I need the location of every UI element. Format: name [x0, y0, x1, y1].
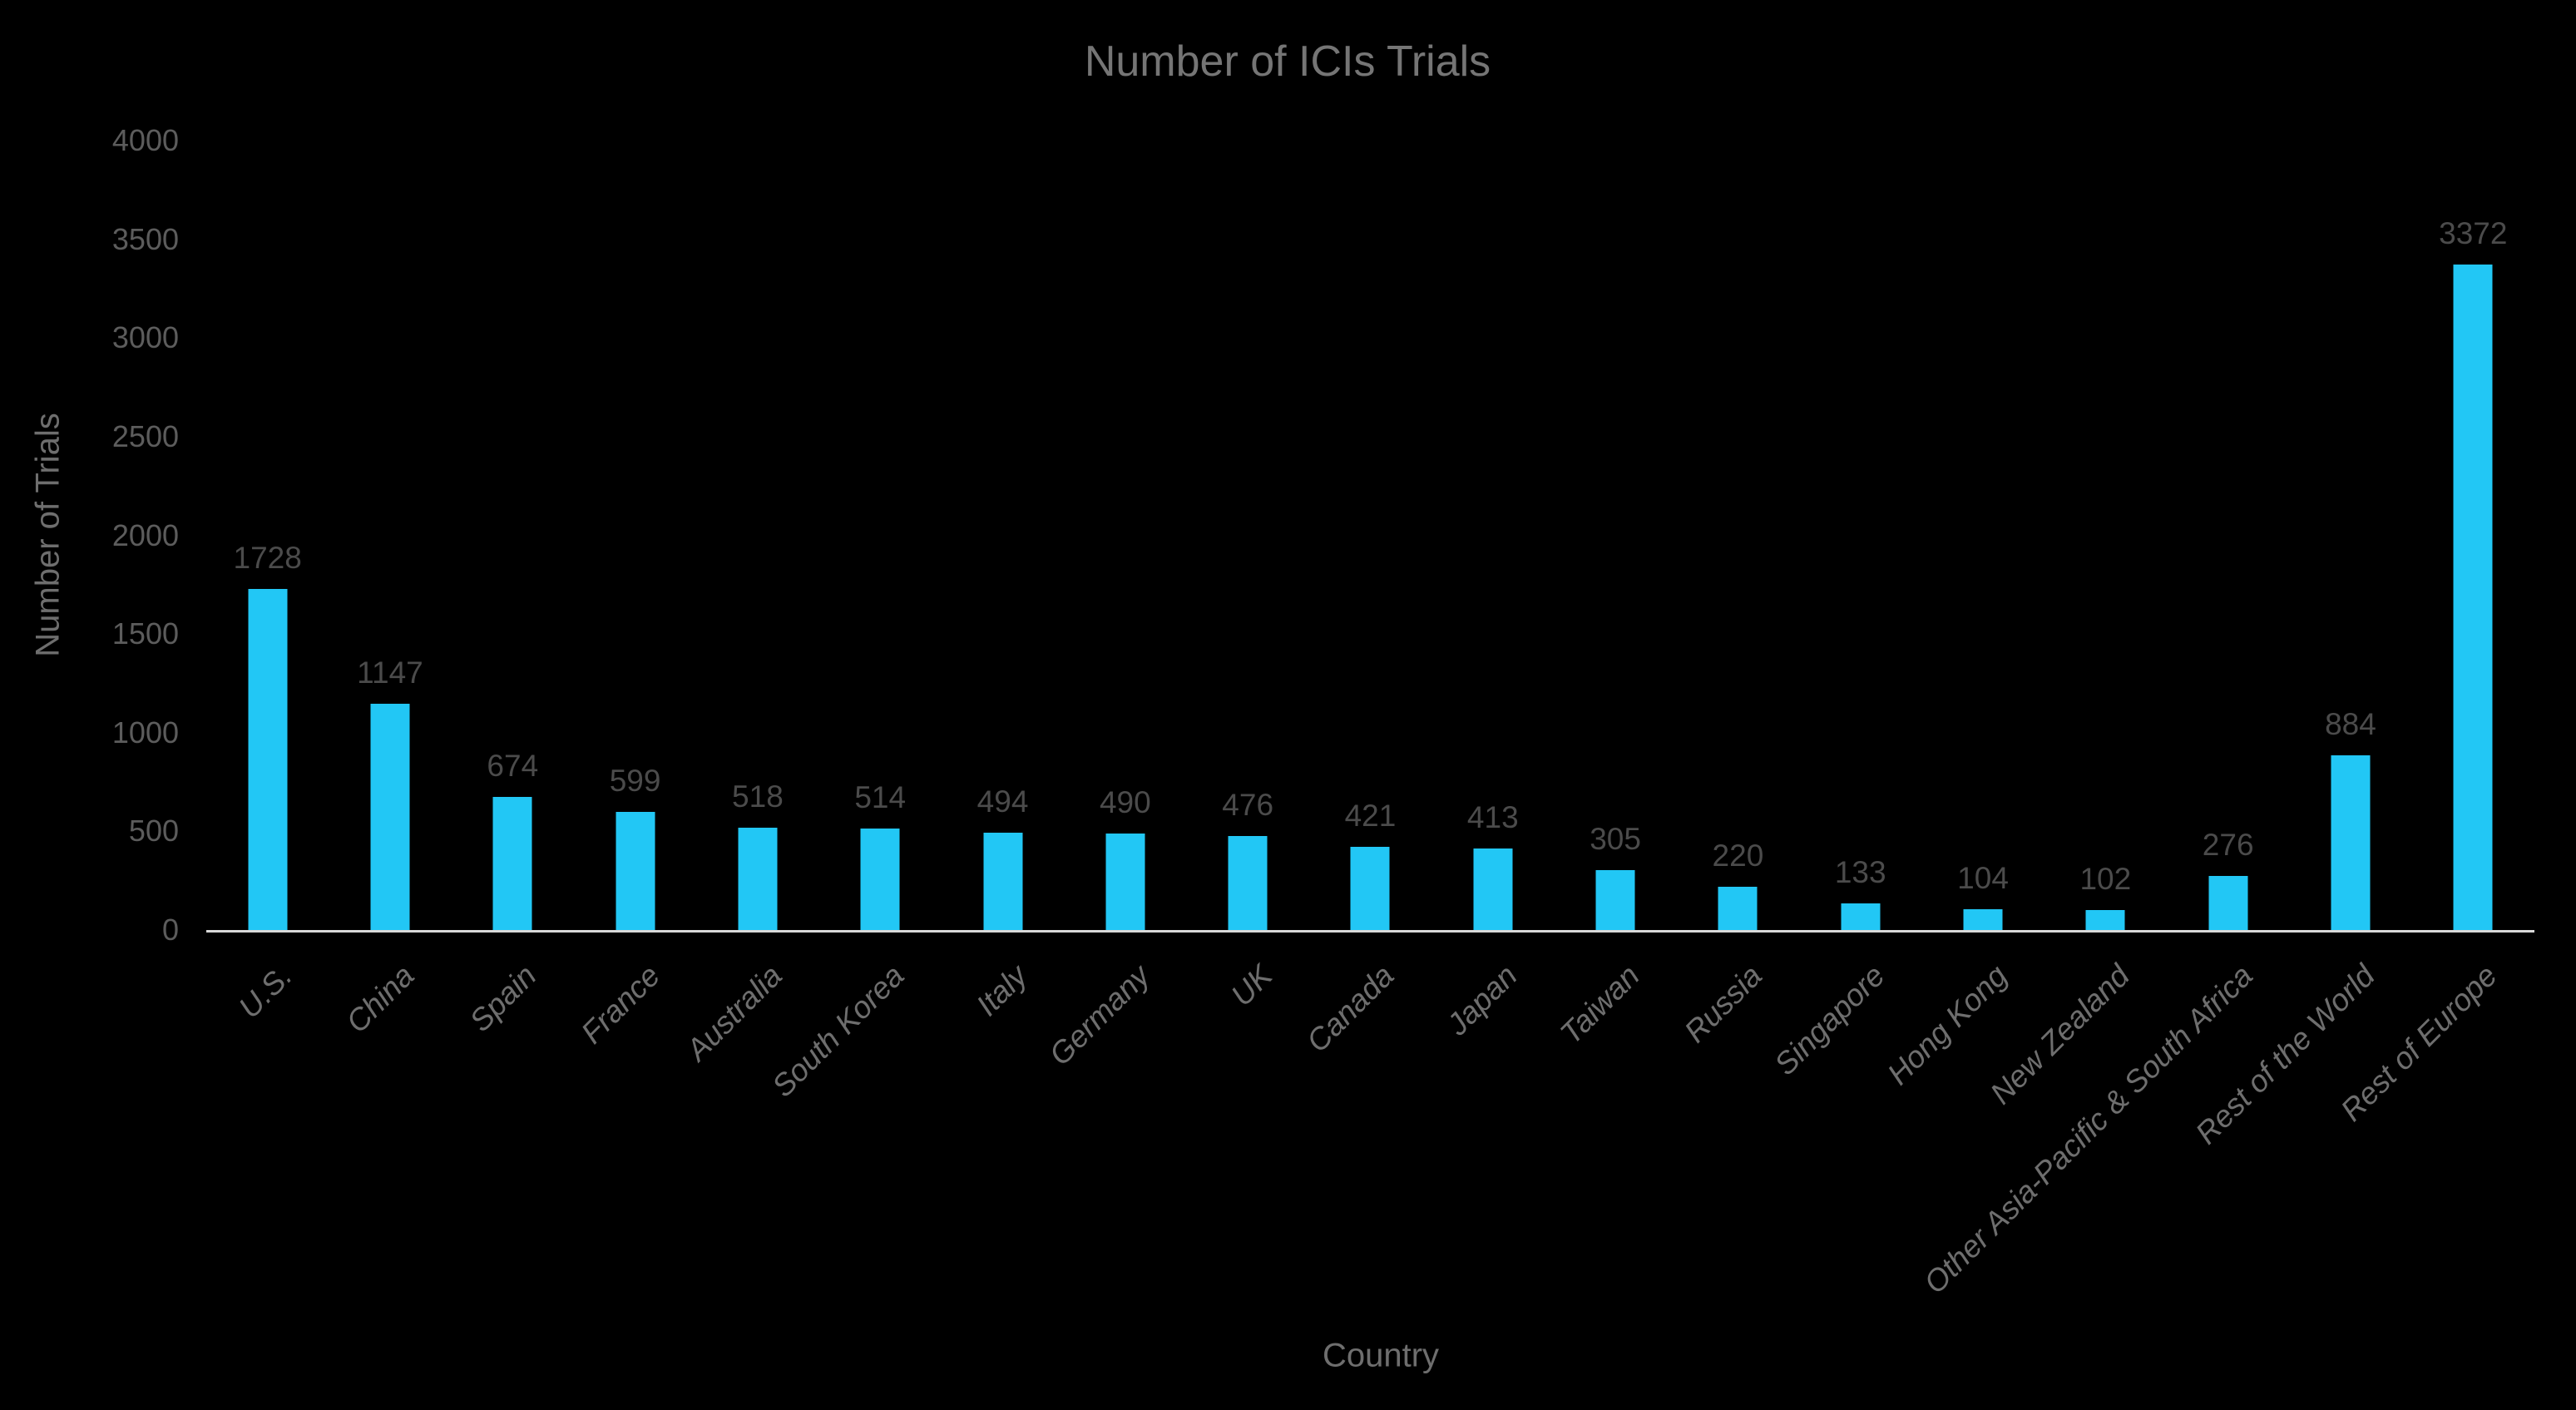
bar-slot: 476 — [1187, 141, 1309, 930]
y-tick-label-3000: 3000 — [111, 320, 179, 354]
bar-slot: 104 — [1921, 141, 2044, 930]
x-category-label-japan: Japan — [1440, 958, 1524, 1042]
bar-value-label: 599 — [609, 764, 661, 798]
bar-value-label: 1728 — [233, 541, 302, 575]
bar-slot: 514 — [819, 141, 942, 930]
bar-slot: 305 — [1554, 141, 1676, 930]
x-category-label-singapore: Singapore — [1768, 958, 1891, 1082]
y-tick-label-3500: 3500 — [111, 222, 179, 256]
bar-value-label: 490 — [1099, 785, 1151, 819]
bar-value-label: 421 — [1344, 799, 1397, 833]
x-category-label-france: France — [574, 958, 666, 1051]
bar-value-label: 3372 — [2439, 216, 2508, 250]
bar-value-label: 220 — [1712, 839, 1764, 873]
y-axis-title: Number of Trials — [29, 413, 67, 657]
bar-australia — [738, 828, 778, 930]
x-category-label-hong-kong: Hong Kong — [1881, 958, 2014, 1091]
bar-spain — [492, 797, 532, 930]
x-axis-title: Country — [1322, 1337, 1440, 1374]
y-tick-label-0: 0 — [161, 913, 179, 947]
bar-value-label: 494 — [977, 784, 1029, 819]
x-category-label-russia: Russia — [1678, 958, 1768, 1049]
bar-slot: 1147 — [329, 141, 451, 930]
bar-slot: 3372 — [2412, 141, 2534, 930]
bar-japan — [1473, 848, 1513, 930]
bar-value-label: 133 — [1834, 855, 1886, 889]
bar-slot: 518 — [696, 141, 818, 930]
plot-area: 1728 1147 674 599 518 514 494 490 476 421 413 305 22… — [206, 141, 2534, 933]
bar-value-label: 514 — [854, 780, 907, 814]
x-category-label-taiwan: Taiwan — [1554, 958, 1646, 1051]
x-category-label-canada: Canada — [1300, 958, 1401, 1059]
bar-slot: 884 — [2289, 141, 2411, 930]
bar-value-label: 884 — [2325, 707, 2376, 741]
bar-slot: 220 — [1677, 141, 1799, 930]
bar-value-label: 413 — [1466, 800, 1519, 834]
bar-new-zealand — [2085, 910, 2125, 930]
bar-slot: 102 — [2044, 141, 2167, 930]
bar-value-label: 1147 — [357, 656, 423, 690]
x-category-label-spain: Spain — [463, 958, 543, 1038]
bar-slot: 674 — [452, 141, 574, 930]
x-category-label-germany: Germany — [1042, 958, 1156, 1072]
y-tick-label-1000: 1000 — [111, 715, 179, 750]
y-tick-label-4000: 4000 — [111, 123, 179, 157]
x-category-label-uk: UK — [1224, 958, 1278, 1013]
bar-italy — [983, 833, 1023, 930]
bar-singapore — [1841, 903, 1881, 930]
bar-value-label: 518 — [732, 779, 784, 814]
bar-uk — [1228, 836, 1268, 930]
x-category-label-china: China — [339, 958, 421, 1040]
bar-value-label: 276 — [2202, 828, 2254, 862]
bar-germany — [1105, 834, 1145, 930]
bar-france — [616, 812, 655, 930]
bar-value-label: 305 — [1590, 822, 1641, 856]
y-tick-label-2000: 2000 — [111, 518, 179, 552]
bar-taiwan — [1595, 870, 1635, 930]
bar-slot: 1728 — [206, 141, 329, 930]
bar-other-asia-pacific-south-africa — [2208, 876, 2248, 930]
bar-value-label: 476 — [1222, 788, 1274, 822]
bar-slot: 494 — [942, 141, 1064, 930]
x-category-label-italy: Italy — [970, 958, 1034, 1022]
bar-canada — [1350, 847, 1390, 930]
bar-slot: 490 — [1064, 141, 1186, 930]
bar-russia — [1718, 887, 1758, 930]
x-category-label-australia: Australia — [680, 958, 789, 1067]
bar-china — [370, 704, 410, 930]
bar-slot: 413 — [1431, 141, 1554, 930]
bar-slot: 421 — [1309, 141, 1431, 930]
bar-value-label: 674 — [487, 749, 539, 783]
bar-rest-of-europe — [2453, 265, 2493, 930]
bar-slot: 599 — [574, 141, 696, 930]
bar-hong-kong — [1963, 909, 2003, 930]
bar-value-label: 104 — [1957, 861, 2009, 895]
bar-u-s- — [248, 589, 288, 930]
y-tick-label-500: 500 — [128, 814, 179, 848]
y-tick-label-1500: 1500 — [111, 616, 179, 651]
bar-slot: 276 — [2167, 141, 2289, 930]
bar-rest-of-the-world — [2331, 755, 2371, 930]
y-tick-label-2500: 2500 — [111, 419, 179, 453]
x-category-label-south-korea: South Korea — [765, 958, 911, 1104]
bar-value-label: 102 — [2079, 862, 2132, 896]
bar-slot: 133 — [1799, 141, 1921, 930]
bar-south-korea — [860, 829, 900, 930]
chart-title: Number of ICIs Trials — [1084, 37, 1491, 86]
x-category-label-u-s-: U.S. — [232, 958, 299, 1025]
